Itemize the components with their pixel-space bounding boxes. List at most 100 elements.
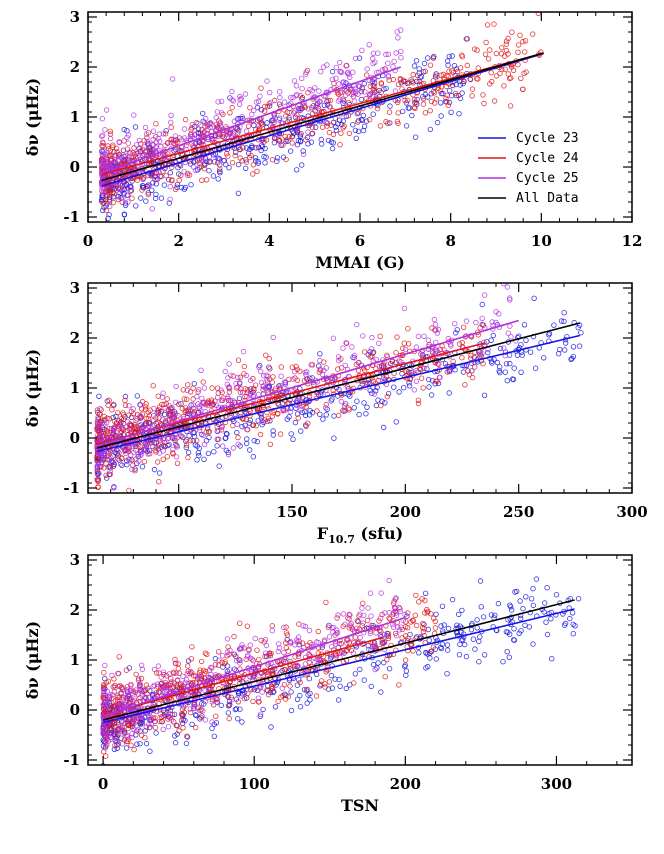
data-point [160,456,166,462]
data-point [289,140,295,146]
data-point [243,416,249,422]
data-point [243,159,250,165]
data-point [201,456,207,462]
data-point [398,55,404,61]
data-point [148,440,155,446]
data-point [125,155,131,162]
data-point [97,425,103,431]
data-point [262,637,269,643]
legend-label: All Data [516,191,579,206]
fit-line [102,636,383,716]
data-point [337,683,343,689]
data-point [182,184,188,191]
data-point [510,67,517,73]
data-point [283,624,289,630]
data-point [381,659,387,666]
data-point [419,596,425,602]
data-point [470,636,477,642]
legend-label: Cycle 25 [516,171,579,186]
data-point [428,98,435,105]
data-point [201,130,207,136]
data-point [393,632,400,639]
data-point [567,615,573,622]
data-point [130,406,136,412]
data-point [150,383,156,389]
data-point [147,724,153,730]
data-point [359,84,365,91]
data-point [255,699,262,705]
data-point [247,642,253,648]
data-point [352,55,359,62]
data-point [414,72,421,78]
data-point [135,675,142,682]
data-point [189,721,195,727]
data-point [418,375,425,381]
data-point [225,710,232,716]
data-point [152,724,158,731]
data-point [444,369,450,375]
data-point [110,142,116,148]
data-point [169,711,176,718]
x-tick-label: 4 [264,232,274,250]
data-point [214,443,220,449]
data-point [430,615,437,621]
data-point [355,618,361,625]
data-point [558,318,565,324]
data-point [369,334,375,341]
data-point [338,641,344,647]
data-point [551,322,557,328]
data-point [385,635,391,642]
data-point [176,670,182,676]
data-point [344,383,350,390]
data-point [256,122,262,129]
data-point [143,131,150,137]
data-point [336,640,343,647]
data-point [138,415,144,421]
data-point [432,321,439,328]
data-point [488,69,494,76]
data-point [301,103,307,109]
data-point [208,136,215,142]
data-point [477,578,484,584]
data-point [94,418,101,424]
data-point [278,694,284,700]
data-point [178,432,184,439]
data-point [369,353,375,359]
data-point [326,634,333,640]
data-point [231,651,237,657]
data-point [103,207,109,214]
data-point [236,381,243,387]
data-point [329,685,336,691]
data-point [216,463,222,469]
data-point [192,724,199,731]
data-point [446,53,452,60]
data-point [398,624,404,630]
data-point [253,99,260,105]
data-point [481,100,487,107]
data-point [107,135,114,142]
data-point [484,22,491,28]
data-point [297,349,303,355]
data-point [332,641,339,647]
data-point [300,148,306,154]
data-point [168,717,175,723]
data-point [267,441,273,447]
data-point [521,70,527,77]
data-point [123,745,130,751]
data-point [214,155,221,161]
data-point [190,402,196,408]
data-point [131,726,137,732]
data-point [257,93,263,99]
data-point [462,641,468,648]
data-point [134,177,140,183]
data-point [148,173,155,179]
data-point [238,645,245,651]
data-point [94,464,101,470]
fit-line [101,52,544,176]
data-point [153,139,159,145]
data-point [255,391,262,398]
data-point [124,419,131,425]
data-point [320,64,327,70]
data-point [491,21,497,27]
data-point [530,602,536,609]
